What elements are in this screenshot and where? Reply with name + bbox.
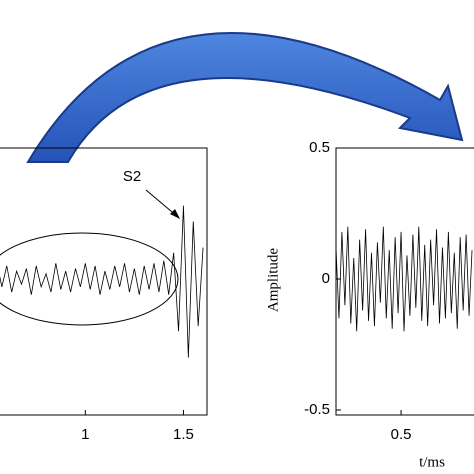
right-plot-frame bbox=[335, 147, 474, 416]
y-tick-label: -0.5 bbox=[304, 401, 330, 418]
y-axis-label: Amplitude bbox=[265, 248, 281, 313]
annotation-arrowhead bbox=[170, 209, 180, 219]
y-tick-label: 0 bbox=[322, 270, 330, 287]
x-tick-label: 0.5 bbox=[391, 426, 412, 443]
transition-arrow bbox=[26, 32, 464, 163]
highlight-ellipse bbox=[0, 232, 179, 326]
x-tick-label: 1 bbox=[81, 426, 89, 443]
y-tick-label: 0.5 bbox=[309, 139, 330, 156]
annotation-label: S2 bbox=[123, 168, 141, 185]
left-plot-frame bbox=[0, 147, 208, 416]
x-tick-label: 1.5 bbox=[173, 426, 194, 443]
signal-line bbox=[335, 226, 473, 332]
signal-line bbox=[0, 205, 204, 358]
x-axis-label: t/ms bbox=[419, 454, 445, 470]
